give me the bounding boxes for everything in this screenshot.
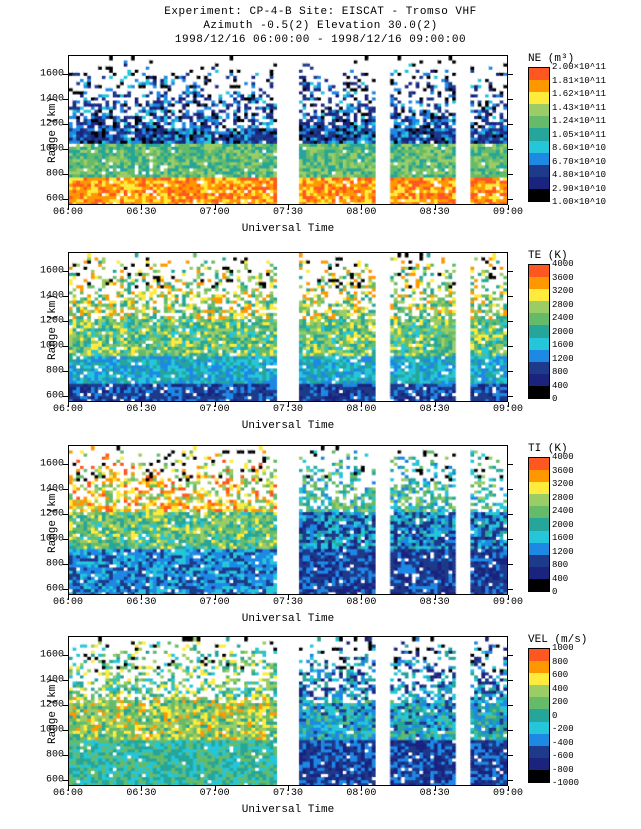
heatmap-canvas bbox=[69, 56, 507, 204]
colorbar-tick: -800 bbox=[552, 765, 574, 775]
y-tick: 1200 bbox=[20, 118, 64, 129]
colorbar-tick: 8.60×10^10 bbox=[552, 143, 606, 153]
colorbar-tick: 1.24×10^11 bbox=[552, 116, 606, 126]
x-axis-label: Universal Time bbox=[242, 420, 334, 432]
panel-0: Range (km)Universal Time6008001000120014… bbox=[68, 55, 508, 205]
y-tick: 1000 bbox=[20, 724, 64, 735]
y-tick: 1000 bbox=[20, 533, 64, 544]
colorbar-tick: 800 bbox=[552, 657, 568, 667]
y-tick: 600 bbox=[20, 774, 64, 785]
colorbar-tick: 6.70×10^10 bbox=[552, 157, 606, 167]
y-tick: 1400 bbox=[20, 674, 64, 685]
colorbar-tick: 2000 bbox=[552, 327, 574, 337]
plot-area bbox=[68, 636, 508, 786]
y-tick: 1000 bbox=[20, 340, 64, 351]
colorbar-tick: 4.80×10^10 bbox=[552, 170, 606, 180]
figure-header: Experiment: CP-4-B Site: EISCAT - Tromso… bbox=[0, 0, 641, 47]
colorbar-tick: 1200 bbox=[552, 547, 574, 557]
colorbar-tick: 2.90×10^10 bbox=[552, 184, 606, 194]
plot-area bbox=[68, 55, 508, 205]
colorbar-tick: 0 bbox=[552, 394, 557, 404]
y-tick: 1400 bbox=[20, 483, 64, 494]
colorbar-tick: -200 bbox=[552, 724, 574, 734]
colorbar-tick: 3600 bbox=[552, 273, 574, 283]
y-tick: 1600 bbox=[20, 458, 64, 469]
colorbar-tick: 200 bbox=[552, 697, 568, 707]
colorbar-tick: 3200 bbox=[552, 286, 574, 296]
colorbar-tick: 1200 bbox=[552, 354, 574, 364]
y-tick: 1000 bbox=[20, 143, 64, 154]
y-tick: 800 bbox=[20, 365, 64, 376]
y-tick: 600 bbox=[20, 193, 64, 204]
colorbar-tick: 0 bbox=[552, 587, 557, 597]
colorbar-tick: 1.81×10^11 bbox=[552, 76, 606, 86]
colorbar-tick: -600 bbox=[552, 751, 574, 761]
header-line2: Azimuth -0.5(2) Elevation 30.0(2) bbox=[0, 20, 641, 34]
panel-3: Range (km)Universal Time6008001000120014… bbox=[68, 636, 508, 786]
y-tick: 1600 bbox=[20, 649, 64, 660]
colorbar-tick: 2800 bbox=[552, 300, 574, 310]
y-tick: 600 bbox=[20, 390, 64, 401]
colorbar-tick: 800 bbox=[552, 560, 568, 570]
colorbar-tick: 4000 bbox=[552, 259, 574, 269]
colorbar-tick: 1.43×10^11 bbox=[552, 103, 606, 113]
y-tick: 1400 bbox=[20, 93, 64, 104]
colorbar bbox=[528, 67, 550, 202]
x-axis-label: Universal Time bbox=[242, 613, 334, 625]
colorbar-tick: 4000 bbox=[552, 452, 574, 462]
heatmap-canvas bbox=[69, 446, 507, 594]
y-tick: 1200 bbox=[20, 699, 64, 710]
colorbar-tick: 3200 bbox=[552, 479, 574, 489]
colorbar-tick: 1.00×10^10 bbox=[552, 197, 606, 207]
colorbar-tick: 2000 bbox=[552, 520, 574, 530]
header-line3: 1998/12/16 06:00:00 - 1998/12/16 09:00:0… bbox=[0, 34, 641, 48]
y-tick: 1200 bbox=[20, 315, 64, 326]
header-line1: Experiment: CP-4-B Site: EISCAT - Tromso… bbox=[0, 6, 641, 20]
colorbar-tick: -1000 bbox=[552, 778, 579, 788]
colorbar-tick: 600 bbox=[552, 670, 568, 680]
x-axis-label: Universal Time bbox=[242, 804, 334, 816]
colorbar bbox=[528, 648, 550, 783]
colorbar-tick: 1600 bbox=[552, 340, 574, 350]
y-tick: 1600 bbox=[20, 68, 64, 79]
heatmap-canvas bbox=[69, 637, 507, 785]
y-tick: 800 bbox=[20, 558, 64, 569]
plot-area bbox=[68, 252, 508, 402]
colorbar-tick: 2400 bbox=[552, 506, 574, 516]
colorbar bbox=[528, 457, 550, 592]
colorbar-tick: 400 bbox=[552, 381, 568, 391]
colorbar-tick: 0 bbox=[552, 711, 557, 721]
colorbar-tick: 2800 bbox=[552, 493, 574, 503]
colorbar-tick: 400 bbox=[552, 684, 568, 694]
heatmap-canvas bbox=[69, 253, 507, 401]
colorbar-tick: 1000 bbox=[552, 643, 574, 653]
colorbar-tick: 1.05×10^11 bbox=[552, 130, 606, 140]
panel-2: Range (km)Universal Time6008001000120014… bbox=[68, 445, 508, 595]
colorbar-tick: 400 bbox=[552, 574, 568, 584]
colorbar-tick: 800 bbox=[552, 367, 568, 377]
plot-area bbox=[68, 445, 508, 595]
colorbar-tick: -400 bbox=[552, 738, 574, 748]
y-tick: 600 bbox=[20, 583, 64, 594]
colorbar-tick: 1600 bbox=[552, 533, 574, 543]
colorbar-tick: 3600 bbox=[552, 466, 574, 476]
colorbar-tick: 2400 bbox=[552, 313, 574, 323]
y-tick: 800 bbox=[20, 749, 64, 760]
panel-1: Range (km)Universal Time6008001000120014… bbox=[68, 252, 508, 402]
y-tick: 1600 bbox=[20, 265, 64, 276]
x-axis-label: Universal Time bbox=[242, 223, 334, 235]
colorbar bbox=[528, 264, 550, 399]
colorbar-tick: 1.62×10^11 bbox=[552, 89, 606, 99]
y-tick: 1400 bbox=[20, 290, 64, 301]
y-tick: 800 bbox=[20, 168, 64, 179]
y-tick: 1200 bbox=[20, 508, 64, 519]
colorbar-tick: 2.00×10^11 bbox=[552, 62, 606, 72]
